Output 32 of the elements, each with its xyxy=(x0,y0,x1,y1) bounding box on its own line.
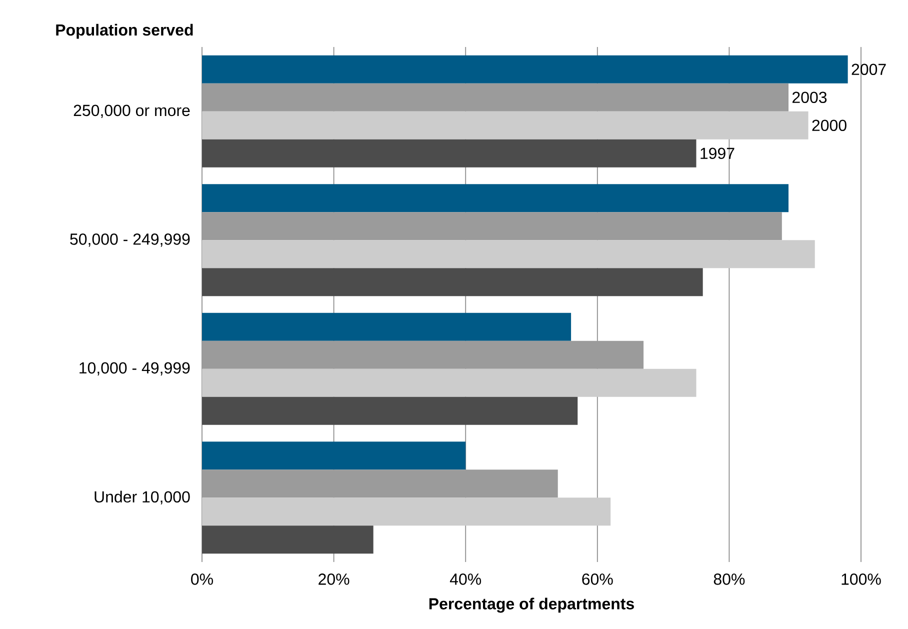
y-tick-label: 250,000 or more xyxy=(74,104,190,118)
y-tick-label: 50,000 - 249,999 xyxy=(70,234,190,247)
bar xyxy=(202,470,558,498)
y-tick-label: 10,000 - 49,999 xyxy=(80,362,190,376)
bar xyxy=(202,340,644,369)
series-label: 2003 xyxy=(792,92,827,104)
series-label: 2007 xyxy=(852,64,886,76)
x-tick-label: 80% xyxy=(714,574,745,585)
bar xyxy=(202,83,789,112)
bar xyxy=(202,526,374,554)
bar xyxy=(202,212,782,240)
bar xyxy=(202,55,848,84)
bar xyxy=(202,498,611,526)
bar xyxy=(202,268,703,296)
x-tick-label: 0% xyxy=(191,574,213,585)
bar xyxy=(202,396,578,425)
bar xyxy=(202,312,572,341)
bar xyxy=(202,240,815,268)
x-tick-label: 60% xyxy=(582,574,613,585)
bar xyxy=(202,442,466,470)
bar xyxy=(202,368,696,397)
bar xyxy=(202,139,696,168)
bar xyxy=(202,184,789,212)
x-tick-label: 40% xyxy=(450,574,482,585)
series-label: 2000 xyxy=(812,120,846,132)
series-label: 1997 xyxy=(700,148,734,160)
y-axis-title: Population served xyxy=(56,24,193,39)
y-tick-label: Under 10,000 xyxy=(94,490,190,504)
x-tick-label: 20% xyxy=(318,574,350,585)
x-axis-title: Percentage of departments xyxy=(429,598,634,613)
x-tick-label: 100% xyxy=(842,574,881,585)
bar xyxy=(202,111,808,140)
